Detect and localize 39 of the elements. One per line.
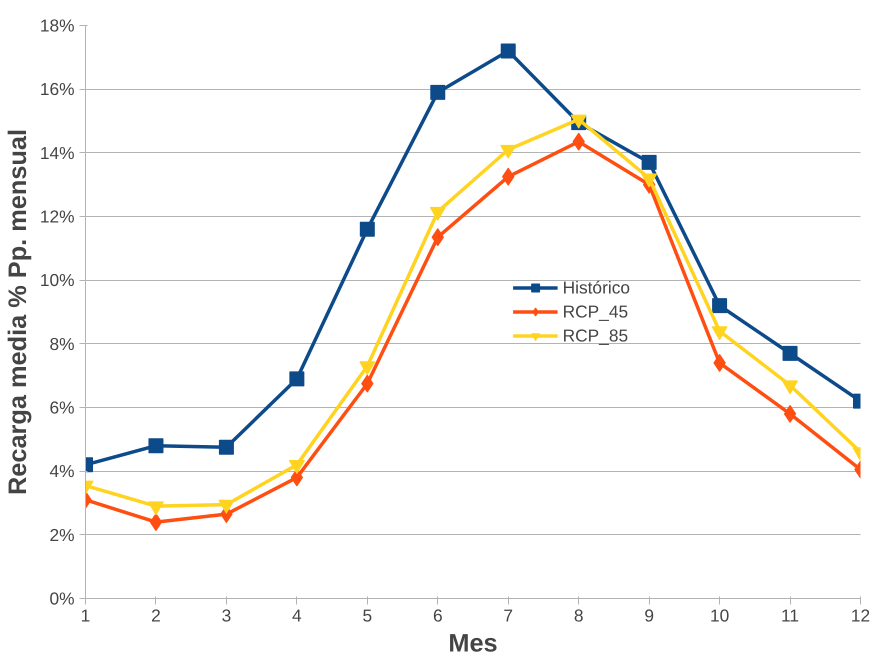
y-tick-label: 2% [49,524,74,545]
x-tick-label: 8 [574,606,584,626]
point [642,154,657,170]
x-tick-label: 4 [292,606,302,626]
point [360,222,375,237]
x-tick-label: 3 [222,606,232,626]
y-tick-label: 16% [40,79,75,100]
x-tick-label: 1 [80,606,90,626]
x-tick-label: 5 [362,606,372,626]
point [150,513,162,532]
y-tick-label: 12% [40,206,75,226]
point [712,298,728,314]
y-tick-label: 0% [49,588,74,608]
point [500,43,516,58]
x-tick-label: 11 [781,606,800,626]
x-tick-label: 6 [432,606,443,626]
y-tick-label: 8% [49,334,74,354]
x-tick-label: 12 [850,606,870,626]
y-tick-label: 6% [49,398,74,418]
x-tick-label: 9 [644,606,654,626]
y-tick-label: 4% [49,461,74,482]
x-tick-label: 10 [710,606,730,626]
point [148,438,164,454]
y-tick-label: 10% [40,270,75,290]
point [289,371,304,386]
legend-label: RCP_45 [562,301,628,322]
y-tick-label: 18% [40,16,75,36]
legend-label: Histórico [562,277,630,298]
x-axis-title: Mes [448,630,498,658]
point [430,84,446,100]
point [784,404,796,423]
point [713,354,726,372]
x-tick-label: 7 [503,606,514,626]
point [218,440,234,455]
y-tick-label: 14% [40,142,75,163]
legend-label: RCP_85 [562,325,628,346]
x-tick-label: 2 [151,606,161,626]
y-axis-title: Recarga media % Pp. mensual [4,129,32,495]
point [782,346,798,361]
